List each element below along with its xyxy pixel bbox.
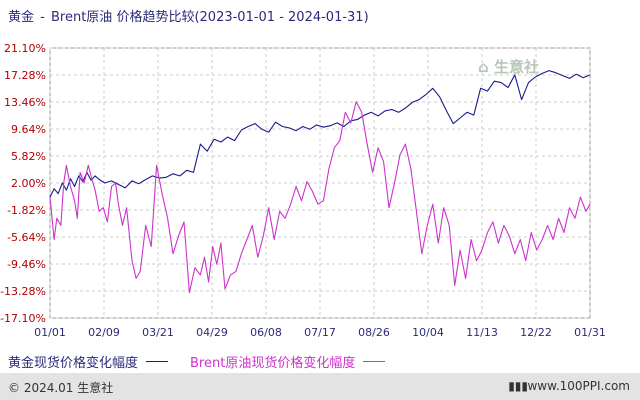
x-tick-label: 01/31 [574,326,606,339]
y-tick-label: 2.00% [11,177,46,190]
x-tick-label: 10/04 [412,326,444,339]
site-link[interactable]: www.100PPI.com [527,379,630,393]
legend-swatch-brent [363,361,386,362]
series-line-brent [49,101,591,294]
watermark-logo: ⌂ 生意社 [478,58,539,76]
footer-bar: © 2024.01 生意社 ▮▮▮ www.100PPI.com [0,373,640,400]
x-tick-label: 01/01 [34,326,66,339]
series-lines [49,70,591,294]
y-tick-label: -17.10% [0,312,46,325]
x-tick-label: 06/08 [250,326,282,339]
x-tick-label: 12/22 [520,326,552,339]
y-tick-label: 21.10% [4,42,46,55]
y-axis: 21.10% 17.28% 13.46% 9.64% 5.82% 2.00% -1.82% -… [0,42,46,325]
title-series1: 黄金 [8,10,35,25]
y-tick-label: 13.46% [4,96,46,109]
title-rest: 价格趋势比较(2023-01-01 - 2024-01-31) [116,10,369,25]
legend: 黄金现货价格变化幅度 Brent原油现货价格变化幅度 [8,352,393,371]
chart-grid [49,47,591,319]
y-tick-label: -13.28% [0,285,46,298]
chart-title: 黄金 - Brent原油 价格趋势比较(2023-01-01 - 2024-01… [8,6,369,25]
y-tick-label: -1.82% [7,204,46,217]
title-series2: Brent原油 [51,10,113,25]
x-tick-label: 03/21 [142,326,174,339]
house-icon: ⌂ [478,58,489,76]
copyright-text: © 2024.01 生意社 [8,381,114,395]
chart-area: 21.10% 17.28% 13.46% 9.64% 5.82% 2.00% -1.82% -… [0,42,606,339]
x-tick-label: 02/09 [88,326,120,339]
y-tick-label: 5.82% [11,150,46,163]
series-line-gold [49,70,591,198]
x-tick-label: 04/29 [196,326,228,339]
y-tick-label: 17.28% [4,69,46,82]
x-tick-label: 08/26 [358,326,390,339]
legend-label-brent: Brent原油现货价格变化幅度 [190,356,356,371]
y-tick-label: -9.46% [7,258,46,271]
legend-label-gold: 黄金现货价格变化幅度 [8,356,139,371]
y-tick-label: 9.64% [11,123,46,136]
y-tick-label: -5.64% [7,231,46,244]
x-tick-label: 07/17 [304,326,336,339]
bar-chart-icon: ▮▮▮ [508,379,528,393]
legend-swatch-gold [146,361,169,362]
x-axis: 01/01 02/09 03/21 04/29 06/08 07/17 08/26 10/04… [34,326,606,339]
title-separator: - [40,10,45,25]
x-tick-label: 11/13 [466,326,498,339]
